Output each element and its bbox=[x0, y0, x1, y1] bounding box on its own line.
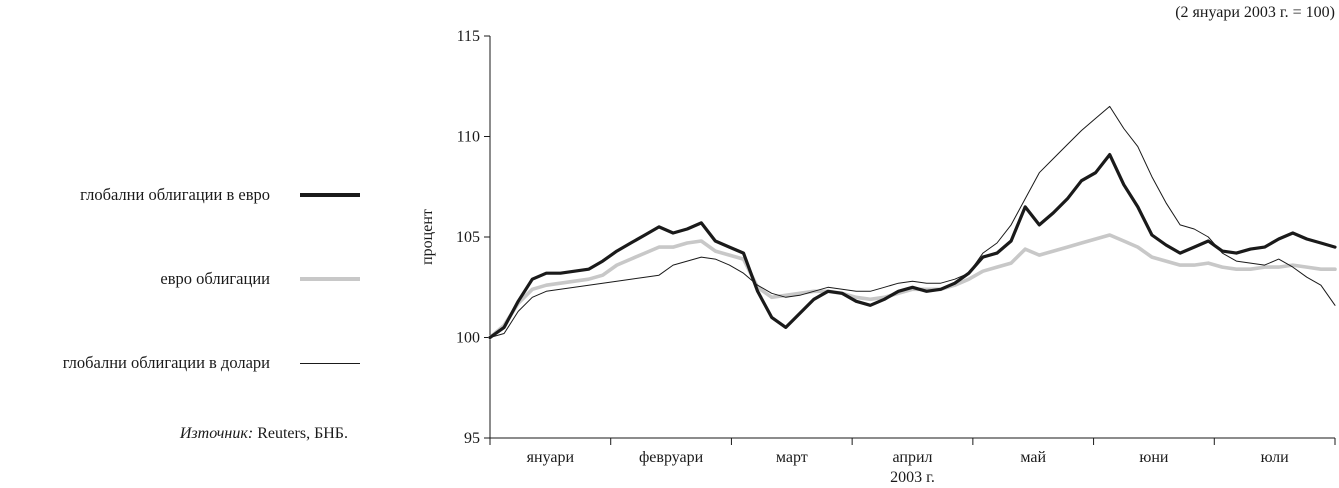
legend: глобални облигации в евро евро облигации… bbox=[0, 0, 370, 488]
y-tick-label: 95 bbox=[464, 430, 480, 447]
x-axis-title: 2003 г. bbox=[890, 469, 935, 486]
y-tick-label: 115 bbox=[457, 28, 480, 45]
series-line-global-eur bbox=[488, 153, 1337, 340]
line-chart: 95 100 105 110 115 процент януари февруари март а… bbox=[419, 28, 1337, 486]
y-axis-title: процент bbox=[419, 209, 436, 265]
legend-swatch-thick-black bbox=[300, 193, 360, 197]
x-tick-label: юни bbox=[1139, 449, 1169, 466]
legend-label: евро облигации bbox=[160, 269, 270, 288]
series-line-global-usd bbox=[489, 105, 1336, 338]
source-text: Reuters, БНБ. bbox=[253, 425, 348, 442]
legend-label: глобални облигации в евро bbox=[80, 185, 270, 204]
series-line-euro-bonds bbox=[488, 233, 1337, 340]
legend-label: глобални облигации в долари bbox=[62, 353, 270, 372]
y-tick-label: 100 bbox=[456, 330, 480, 347]
x-tick-label: януари bbox=[527, 449, 575, 466]
y-tick-label: 110 bbox=[457, 129, 480, 146]
x-tick-label: март bbox=[776, 449, 808, 466]
x-tick-label: юли bbox=[1261, 449, 1290, 466]
legend-item-global-eur: глобални облигации в евро bbox=[0, 183, 362, 207]
source-note: Източник: Reuters, БНБ. bbox=[180, 425, 348, 443]
y-tick-label: 105 bbox=[456, 229, 480, 246]
scale-note: (2 януари 2003 г. = 100) bbox=[1175, 4, 1335, 21]
legend-swatch-thin-black bbox=[300, 363, 360, 364]
legend-item-euro-bonds: евро облигации bbox=[0, 267, 362, 291]
source-label: Източник: bbox=[179, 425, 254, 442]
x-tick-label: февруари bbox=[639, 449, 704, 466]
legend-item-global-usd: глобални облигации в долари bbox=[0, 351, 362, 375]
x-tick-label: май bbox=[1020, 449, 1046, 466]
x-tick-label: април bbox=[893, 449, 933, 466]
legend-swatch-thick-gray bbox=[300, 277, 360, 281]
